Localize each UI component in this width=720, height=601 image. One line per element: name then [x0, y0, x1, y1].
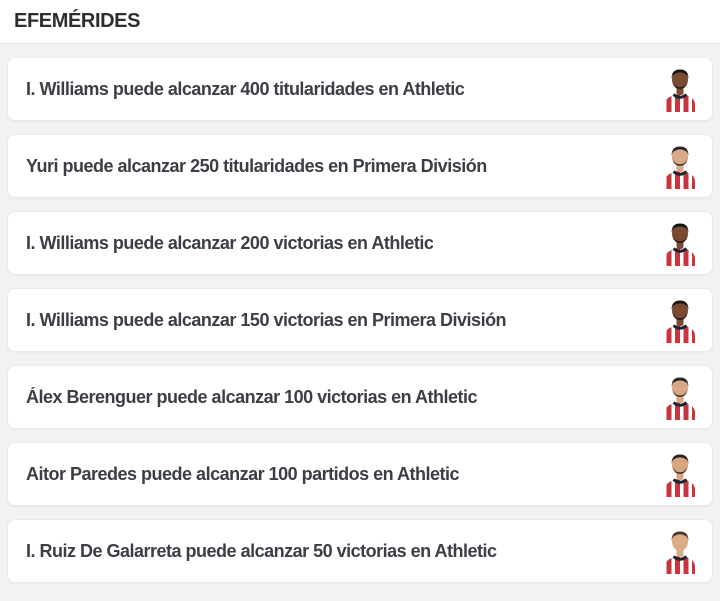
player-avatar	[660, 374, 700, 420]
player-avatar-image	[665, 300, 695, 343]
player-avatar	[660, 451, 700, 497]
efemeride-row[interactable]: I. Williams puede alcanzar 150 victorias…	[7, 288, 713, 352]
player-avatar	[660, 297, 700, 343]
efemeride-row[interactable]: I. Ruiz De Galarreta puede alcanzar 50 v…	[7, 519, 713, 583]
panel-header: EFEMÉRIDES	[0, 0, 720, 44]
player-avatar-image	[665, 377, 695, 420]
efemeride-row[interactable]: I. Williams puede alcanzar 400 titularid…	[7, 57, 713, 121]
player-avatar	[660, 143, 700, 189]
efemeride-row[interactable]: Yuri puede alcanzar 250 titularidades en…	[7, 134, 713, 198]
efemerides-list: I. Williams puede alcanzar 400 titularid…	[0, 44, 720, 601]
player-avatar-image	[665, 69, 695, 112]
player-avatar-image	[665, 454, 695, 497]
player-avatar-image	[665, 146, 695, 189]
row-text: I. Williams puede alcanzar 150 victorias…	[26, 309, 507, 330]
row-text: I. Williams puede alcanzar 400 titularid…	[26, 78, 465, 99]
row-text: Yuri puede alcanzar 250 titularidades en…	[26, 155, 487, 176]
player-avatar	[660, 528, 700, 574]
row-text: Álex Berenguer puede alcanzar 100 victor…	[26, 386, 478, 407]
efemeride-row[interactable]: Álex Berenguer puede alcanzar 100 victor…	[7, 365, 713, 429]
row-text: I. Williams puede alcanzar 200 victorias…	[26, 232, 434, 253]
player-avatar-image	[665, 223, 695, 266]
row-text: I. Ruiz De Galarreta puede alcanzar 50 v…	[26, 540, 497, 561]
page-title: EFEMÉRIDES	[14, 10, 141, 32]
player-avatar	[660, 66, 700, 112]
player-avatar-image	[665, 531, 695, 574]
efemeride-row[interactable]: Aitor Paredes puede alcanzar 100 partido…	[7, 442, 713, 506]
player-avatar	[660, 220, 700, 266]
efemeride-row[interactable]: I. Williams puede alcanzar 200 victorias…	[7, 211, 713, 275]
row-text: Aitor Paredes puede alcanzar 100 partido…	[26, 463, 459, 484]
